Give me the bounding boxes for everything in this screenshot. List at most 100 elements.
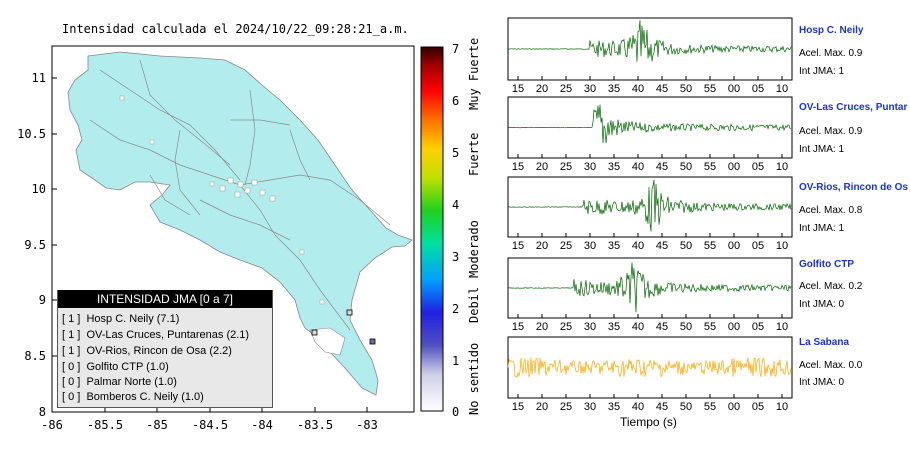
station-int: Int JMA: 0: [799, 377, 845, 388]
waveform-tick-label: 50: [679, 161, 693, 173]
waveform-tick-label: 55: [703, 401, 717, 413]
waveform-tick-label: 35: [607, 161, 621, 173]
waveform-tick-label: 30: [583, 161, 597, 173]
waveform-tick-label: 50: [679, 321, 693, 333]
waveform-tick-label: 10: [775, 161, 789, 173]
waveform-tick-label: 45: [655, 83, 669, 95]
waveform-tick-label: 20: [535, 161, 549, 173]
y-tick: 9: [38, 293, 46, 307]
waveform-tick-label: 20: [535, 240, 549, 252]
station-acel: Acel. Max. 0.9: [799, 126, 863, 137]
colorbar-tick: 3: [452, 250, 460, 264]
y-tick: 8: [38, 405, 46, 419]
waveform-tick-label: 55: [703, 321, 717, 333]
waveform-tick-label: 25: [559, 321, 573, 333]
waveform-tick-label: 30: [583, 83, 597, 95]
waveform-tick-label: 40: [631, 161, 645, 173]
waveform-xlabel: Tiempo (s): [620, 415, 677, 429]
waveform-tick-label: 25: [559, 161, 573, 173]
waveform-tick-label: 45: [655, 401, 669, 413]
x-tick: -85: [146, 418, 168, 432]
colorbar: [420, 46, 444, 412]
waveform-tick-label: 25: [559, 83, 573, 95]
station-name: Golfito CTP: [799, 259, 854, 270]
waveform-tick-label: 50: [679, 240, 693, 252]
waveform-tick-label: 40: [631, 401, 645, 413]
town-markers: [119, 95, 325, 305]
waveform-tick-label: 15: [511, 401, 525, 413]
waveform-tick-label: 10: [775, 401, 789, 413]
waveform-tick-label: 55: [703, 240, 717, 252]
station-int: Int JMA: 1: [799, 223, 845, 234]
waveform-tick-label: 55: [703, 161, 717, 173]
road-network: [89, 59, 391, 331]
station-marker-hosp-c-neily: [369, 338, 376, 345]
map-title: Intensidad calculada el 2024/10/22_09:28…: [62, 22, 409, 36]
station-acel: Acel. Max. 0.0: [799, 360, 863, 371]
waveform-tick-label: 05: [751, 401, 765, 413]
waveform-tick-label: 05: [751, 240, 765, 252]
waveform-tick-label: 30: [583, 401, 597, 413]
colorbar-tick: 0: [452, 405, 460, 419]
waveform-tick-label: 05: [751, 83, 765, 95]
station-name: Hosp C. Neily: [799, 25, 864, 36]
x-tick: -83.5: [296, 418, 334, 432]
waveform-tick-label: 00: [727, 161, 741, 173]
waveform-tick-label: 45: [655, 321, 669, 333]
station-int: Int JMA: 1: [799, 144, 845, 155]
legend-row: [ 0 ] Golfito CTP (1.0): [62, 361, 169, 373]
station-name: OV-Las Cruces, Puntar: [799, 102, 908, 113]
waveform-tick-label: 15: [511, 321, 525, 333]
waveform-tick-label: 00: [727, 321, 741, 333]
colorbar-tick: 6: [452, 94, 460, 108]
legend-row: [ 0 ] Palmar Norte (1.0): [62, 376, 177, 388]
waveform-tick-label: 20: [535, 401, 549, 413]
waveform-tick-label: 00: [727, 240, 741, 252]
y-tick: 9.5: [24, 238, 46, 252]
y-tick: 10.5: [17, 127, 46, 141]
x-tick: -86: [41, 418, 63, 432]
waveform-tick-label: 35: [607, 401, 621, 413]
waveform-tick-label: 35: [607, 83, 621, 95]
waveform-trace: [507, 357, 792, 378]
waveform-trace: [507, 179, 792, 232]
station-name: OV-Rios, Rincon de Os: [799, 182, 908, 193]
golfo-dulce: [309, 327, 346, 356]
colorbar-tick: 2: [452, 302, 460, 316]
intensity-legend: [57, 290, 273, 408]
y-tick: 10: [31, 182, 46, 196]
station-marker-golfito: [311, 329, 318, 336]
waveform-tick-label: 15: [511, 240, 525, 252]
waveform-trace: [508, 20, 792, 62]
waveform-tick-label: 40: [631, 83, 645, 95]
y-tick: 8.5: [24, 349, 46, 363]
waveform-tick-label: 45: [655, 161, 669, 173]
legend-row: [ 1 ] Hosp C. Neily (7.1): [62, 313, 180, 325]
legend-row: [ 1 ] OV-Rios, Rincon de Osa (2.2): [62, 345, 232, 357]
waveform-tick-label: 10: [775, 240, 789, 252]
station-int: Int JMA: 1: [799, 66, 845, 77]
waveform-tick-label: 20: [535, 83, 549, 95]
colorbar-tick: 7: [452, 42, 460, 56]
station-name: La Sabana: [799, 337, 850, 348]
station-acel: Acel. Max. 0.9: [799, 48, 863, 59]
station-int: Int JMA: 0: [799, 299, 845, 310]
waveform-tick-label: 10: [775, 83, 789, 95]
x-tick: -84: [251, 418, 273, 432]
legend-header: INTENSIDAD JMA [0 a 7]: [58, 290, 272, 308]
waveform-tick-label: 40: [631, 240, 645, 252]
y-tick: 11: [31, 71, 46, 85]
station-acel: Acel. Max. 0.8: [799, 205, 863, 216]
waveform-tick-label: 35: [607, 321, 621, 333]
waveform-tick-label: 40: [631, 321, 645, 333]
station-marker-palmar: [346, 309, 353, 316]
waveform-tick-label: 05: [751, 161, 765, 173]
waveform-tick-label: 35: [607, 240, 621, 252]
x-tick: -84.5: [191, 418, 229, 432]
waveform-tick-label: 20: [535, 321, 549, 333]
waveform-tick-label: 25: [559, 240, 573, 252]
waveform-trace: [507, 262, 792, 313]
legend-row: [ 0 ] Bomberos C. Neily (1.0): [62, 391, 204, 403]
waveform-tick-label: 55: [703, 83, 717, 95]
